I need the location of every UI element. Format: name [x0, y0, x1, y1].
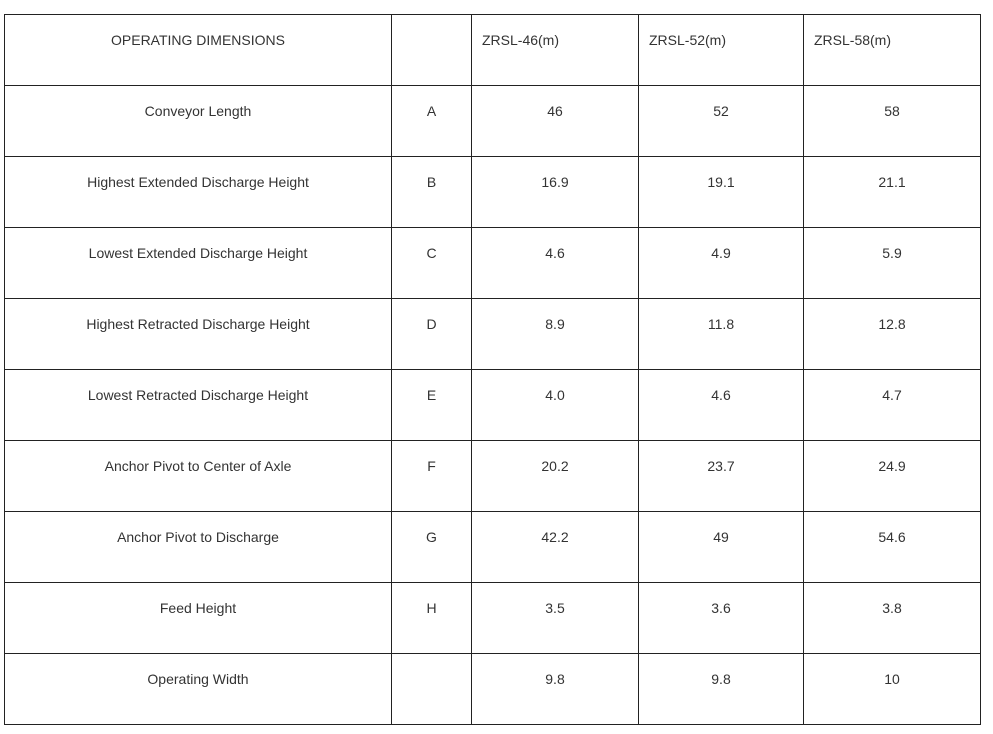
row-value-zrsl-46: 46: [471, 85, 639, 157]
row-value-zrsl-58: 10: [803, 653, 981, 725]
row-value-zrsl-52: 4.6: [638, 369, 804, 441]
row-letter: C: [391, 227, 472, 299]
header-title: OPERATING DIMENSIONS: [4, 14, 392, 86]
row-value-zrsl-58: 21.1: [803, 156, 981, 228]
table-row: Lowest Extended Discharge Height C 4.6 4…: [4, 227, 981, 299]
row-value-zrsl-52: 19.1: [638, 156, 804, 228]
row-letter: [391, 653, 472, 725]
header-letter: [391, 14, 472, 86]
row-value-zrsl-52: 49: [638, 511, 804, 583]
row-value-zrsl-58: 12.8: [803, 298, 981, 370]
row-value-zrsl-52: 11.8: [638, 298, 804, 370]
row-value-zrsl-52: 23.7: [638, 440, 804, 512]
operating-dimensions-table: OPERATING DIMENSIONS ZRSL-46(m) ZRSL-52(…: [4, 14, 981, 725]
row-value-zrsl-46: 9.8: [471, 653, 639, 725]
row-value-zrsl-46: 3.5: [471, 582, 639, 654]
row-label: Lowest Retracted Discharge Height: [4, 369, 392, 441]
row-value-zrsl-46: 4.6: [471, 227, 639, 299]
row-value-zrsl-46: 8.9: [471, 298, 639, 370]
row-label: Lowest Extended Discharge Height: [4, 227, 392, 299]
table-row: Lowest Retracted Discharge Height E 4.0 …: [4, 369, 981, 441]
row-label: Highest Retracted Discharge Height: [4, 298, 392, 370]
row-value-zrsl-46: 4.0: [471, 369, 639, 441]
row-value-zrsl-58: 3.8: [803, 582, 981, 654]
row-letter: E: [391, 369, 472, 441]
row-value-zrsl-52: 3.6: [638, 582, 804, 654]
row-value-zrsl-58: 24.9: [803, 440, 981, 512]
table-row: Feed Height H 3.5 3.6 3.8: [4, 582, 981, 654]
table-row: Highest Retracted Discharge Height D 8.9…: [4, 298, 981, 370]
row-value-zrsl-46: 42.2: [471, 511, 639, 583]
table-row: Highest Extended Discharge Height B 16.9…: [4, 156, 981, 228]
row-value-zrsl-58: 54.6: [803, 511, 981, 583]
header-model-zrsl-58: ZRSL-58(m): [803, 14, 981, 86]
row-label: Conveyor Length: [4, 85, 392, 157]
row-letter: D: [391, 298, 472, 370]
row-value-zrsl-52: 4.9: [638, 227, 804, 299]
row-label: Anchor Pivot to Center of Axle: [4, 440, 392, 512]
row-label: Operating Width: [4, 653, 392, 725]
row-value-zrsl-52: 9.8: [638, 653, 804, 725]
row-label: Anchor Pivot to Discharge: [4, 511, 392, 583]
table-row: Operating Width 9.8 9.8 10: [4, 653, 981, 725]
row-value-zrsl-52: 52: [638, 85, 804, 157]
row-value-zrsl-46: 20.2: [471, 440, 639, 512]
row-value-zrsl-46: 16.9: [471, 156, 639, 228]
row-letter: G: [391, 511, 472, 583]
row-letter: H: [391, 582, 472, 654]
table-header-row: OPERATING DIMENSIONS ZRSL-46(m) ZRSL-52(…: [4, 14, 981, 86]
row-letter: B: [391, 156, 472, 228]
row-value-zrsl-58: 4.7: [803, 369, 981, 441]
header-model-zrsl-46: ZRSL-46(m): [471, 14, 639, 86]
table-row: Anchor Pivot to Discharge G 42.2 49 54.6: [4, 511, 981, 583]
row-value-zrsl-58: 5.9: [803, 227, 981, 299]
row-letter: F: [391, 440, 472, 512]
row-letter: A: [391, 85, 472, 157]
row-value-zrsl-58: 58: [803, 85, 981, 157]
row-label: Highest Extended Discharge Height: [4, 156, 392, 228]
row-label: Feed Height: [4, 582, 392, 654]
header-model-zrsl-52: ZRSL-52(m): [638, 14, 804, 86]
table-row: Conveyor Length A 46 52 58: [4, 85, 981, 157]
table-row: Anchor Pivot to Center of Axle F 20.2 23…: [4, 440, 981, 512]
